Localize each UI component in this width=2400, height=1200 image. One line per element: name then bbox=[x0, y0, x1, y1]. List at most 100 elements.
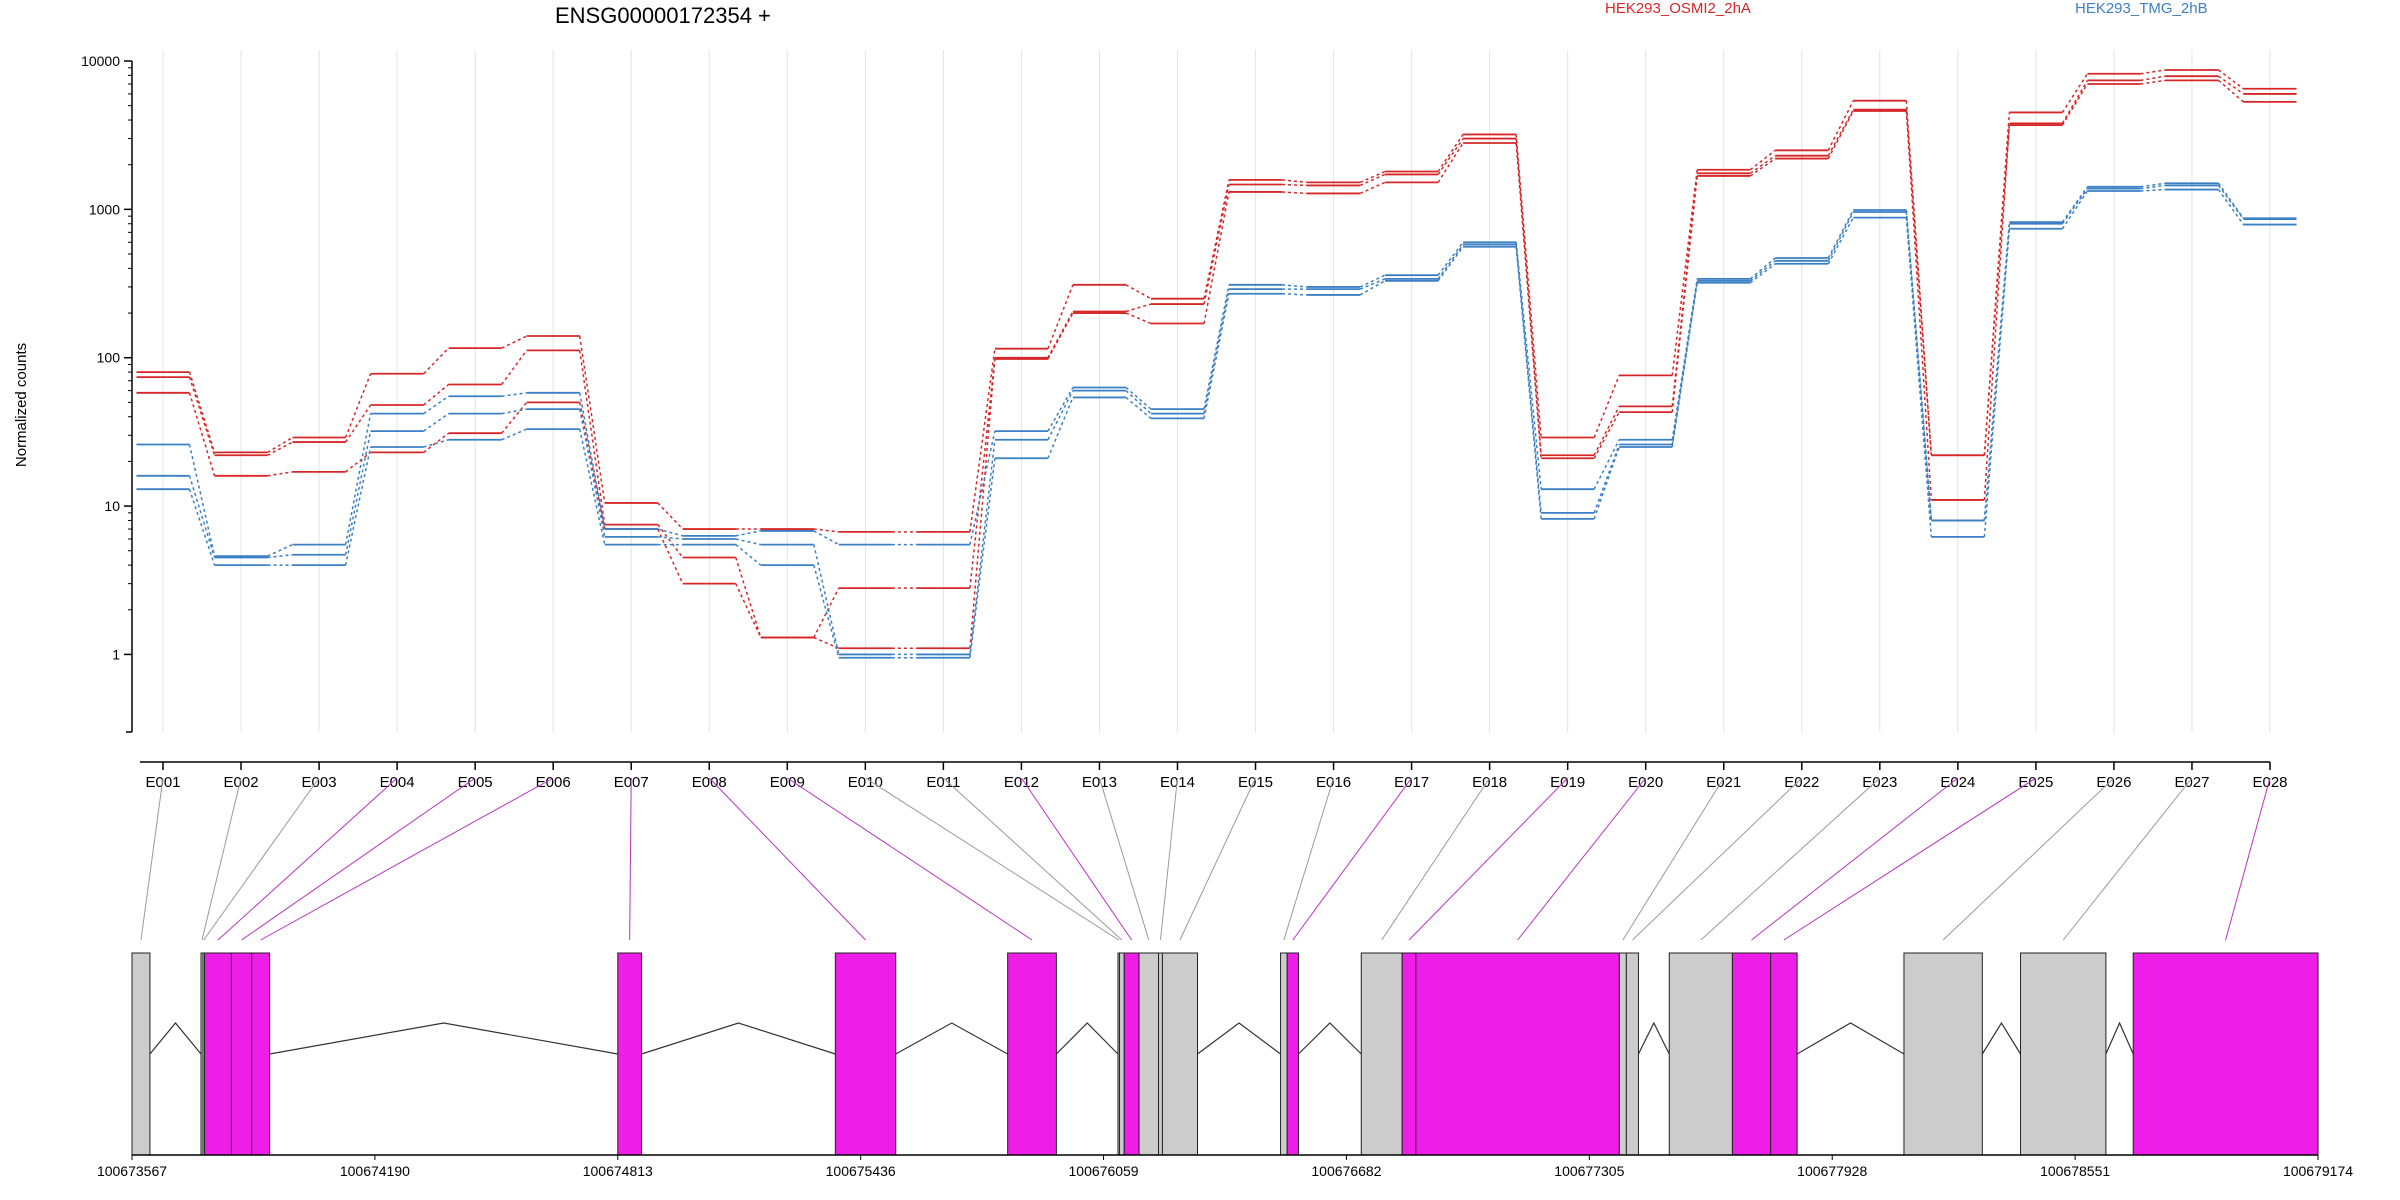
legend-label-tmg: HEK293_TMG_2hB bbox=[2075, 0, 2208, 17]
series-connector bbox=[1749, 149, 1776, 171]
series-connector bbox=[2140, 182, 2166, 188]
series-line-5 bbox=[136, 184, 2297, 656]
series-connector bbox=[1983, 125, 2011, 456]
y-axis: 1 10 100 1000 10000 bbox=[81, 53, 133, 733]
series-connector bbox=[501, 392, 527, 397]
series-connector bbox=[501, 401, 528, 434]
series-connector bbox=[1437, 133, 1464, 172]
intron-line bbox=[1796, 1022, 1905, 1055]
coord-label: 100673567 bbox=[97, 1163, 167, 1179]
connector-e009 bbox=[787, 777, 1033, 941]
series-connector bbox=[2061, 186, 2089, 223]
exon-box-e023 bbox=[1668, 952, 1733, 1156]
series-connector bbox=[657, 502, 684, 530]
series-connector bbox=[2140, 184, 2166, 190]
connector-e008 bbox=[708, 777, 866, 941]
exon-box-e007 bbox=[617, 952, 643, 1156]
series-lines bbox=[136, 69, 2297, 659]
series-connector bbox=[969, 357, 996, 589]
y-tick-label: 1000 bbox=[89, 201, 120, 217]
series-connector bbox=[188, 392, 216, 477]
coord-label: 100679174 bbox=[2283, 1163, 2353, 1179]
connector-e006 bbox=[260, 777, 554, 941]
vertical-gridlines bbox=[162, 50, 2271, 732]
series-connector bbox=[344, 413, 372, 545]
exon-box-e027 bbox=[2020, 952, 2107, 1156]
series-connector bbox=[2217, 182, 2245, 219]
series-connector bbox=[2061, 190, 2089, 230]
series-connector bbox=[1203, 184, 1230, 305]
exon-box-e011 bbox=[1119, 952, 1125, 1156]
connector-e013 bbox=[1098, 777, 1150, 941]
intron-line bbox=[269, 1022, 618, 1055]
connector-e003 bbox=[203, 777, 320, 941]
connector-e021 bbox=[1622, 777, 1725, 941]
x-tick-label: E012 bbox=[1004, 774, 1039, 791]
series-connector bbox=[1593, 411, 1620, 459]
series-connector bbox=[1203, 179, 1230, 299]
series-connector bbox=[657, 536, 683, 540]
intron-line bbox=[1981, 1021, 2022, 1055]
connector-e028 bbox=[2225, 777, 2271, 941]
series-connector bbox=[969, 348, 996, 532]
exon-box-e006 bbox=[251, 952, 271, 1156]
series-line-6 bbox=[136, 188, 2297, 659]
exon-connector-lines bbox=[140, 777, 2271, 941]
series-connector bbox=[188, 475, 216, 558]
series-connector bbox=[267, 471, 293, 477]
series-connector bbox=[1359, 274, 1386, 288]
series-connector bbox=[578, 392, 606, 530]
series-connector bbox=[267, 441, 293, 456]
series-connector bbox=[1437, 244, 1464, 280]
intron-line bbox=[895, 1022, 1008, 1055]
series-connector bbox=[1359, 170, 1386, 184]
x-tick-label: E010 bbox=[848, 774, 883, 791]
intron-line bbox=[149, 1022, 202, 1055]
intron-line bbox=[1637, 1021, 1670, 1055]
series-connector bbox=[578, 428, 606, 545]
x-tick-label: E009 bbox=[770, 774, 805, 791]
chart-title: ENSG00000172354 + bbox=[555, 3, 771, 28]
exon-box-e001 bbox=[131, 952, 151, 1156]
x-tick-label: E005 bbox=[458, 774, 493, 791]
series-connector bbox=[501, 408, 527, 415]
coord-label: 100677305 bbox=[1554, 1163, 1624, 1179]
exon-box-e022 bbox=[1625, 952, 1639, 1156]
exon-box-e021 bbox=[1618, 952, 1627, 1156]
series-connector bbox=[1437, 246, 1464, 282]
connector-e002 bbox=[201, 777, 242, 941]
y-tick-label: 1 bbox=[112, 646, 120, 662]
exon-box-e004 bbox=[204, 952, 232, 1156]
connector-e022 bbox=[1632, 777, 1803, 941]
exon-box-e014 bbox=[1158, 952, 1163, 1156]
series-connector bbox=[267, 553, 293, 559]
x-tick-label: E021 bbox=[1706, 774, 1741, 791]
series-connector bbox=[813, 544, 840, 655]
x-tick-label: E006 bbox=[536, 774, 571, 791]
connector-e007 bbox=[629, 777, 632, 941]
series-connector bbox=[1905, 109, 1933, 500]
coord-label: 100674190 bbox=[340, 1163, 410, 1179]
series-connector bbox=[1047, 312, 1074, 360]
series-connector bbox=[813, 528, 839, 533]
series-connector bbox=[1905, 209, 1933, 521]
series-connector bbox=[2140, 69, 2166, 75]
series-connector bbox=[578, 335, 606, 504]
series-connector bbox=[1671, 169, 1698, 376]
series-connector bbox=[969, 439, 996, 655]
series-connector bbox=[969, 358, 996, 649]
series-connector bbox=[2061, 80, 2089, 124]
series-connector bbox=[1437, 138, 1464, 175]
exon-box-e024 bbox=[1731, 952, 1772, 1156]
series-connector bbox=[1047, 397, 1074, 459]
series-connector bbox=[1983, 123, 2011, 500]
series-connector bbox=[1359, 173, 1386, 187]
connector-e024 bbox=[1751, 777, 1959, 941]
series-connector bbox=[2140, 75, 2166, 82]
series-connector bbox=[1359, 278, 1386, 290]
series-connector bbox=[2061, 188, 2089, 225]
series-connector bbox=[1359, 181, 1386, 195]
x-tick-label: E017 bbox=[1394, 774, 1429, 791]
